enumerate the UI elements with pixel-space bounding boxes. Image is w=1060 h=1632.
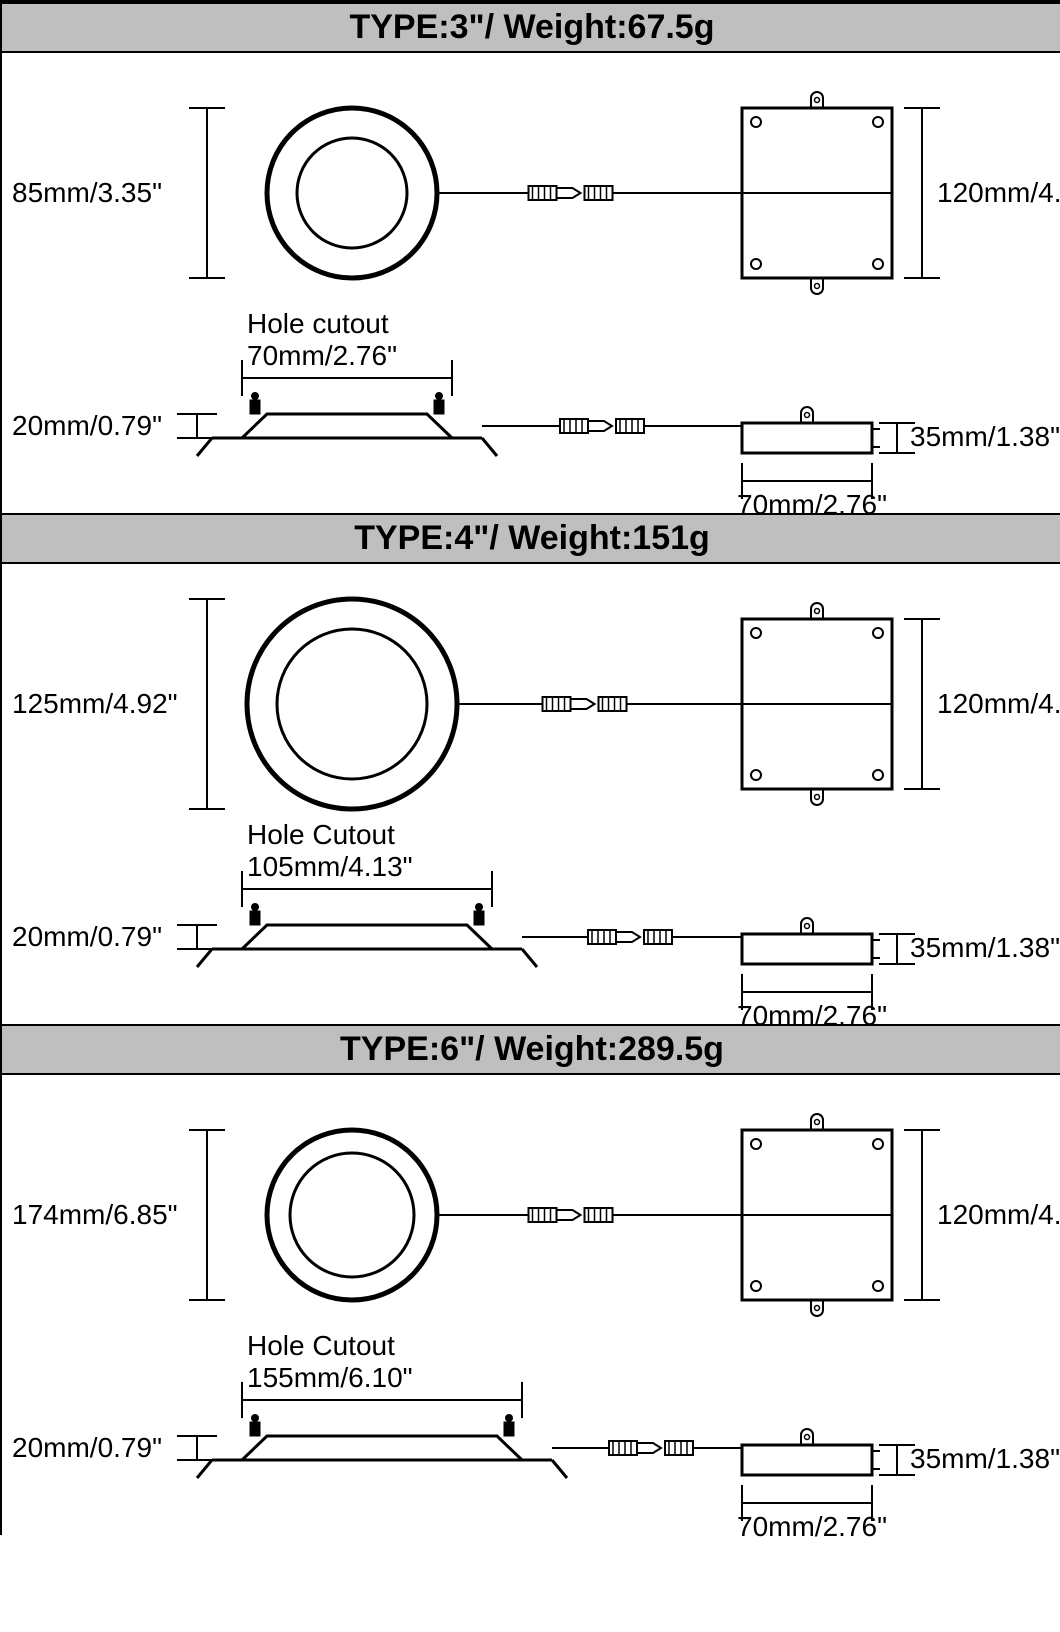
hole-cutout-title-2: Hole Cutout: [247, 1330, 395, 1362]
thickness-label-0: 20mm/0.79": [12, 410, 162, 442]
side-box-w-label-1: 70mm/2.76": [737, 1000, 887, 1032]
side-box-h-label-2: 35mm/1.38": [910, 1443, 1060, 1475]
hole-cutout-label-2: 155mm/6.10": [247, 1362, 413, 1394]
diameter-label-0: 85mm/3.35": [12, 177, 162, 209]
type-header-2: TYPE:6"/ Weight:289.5g: [2, 1024, 1060, 1075]
side-box-w-label-0: 70mm/2.76": [737, 489, 887, 521]
type-section-2: 174mm/6.85" 120mm/4.72" Hole Cutout155mm/6…: [2, 1075, 1060, 1535]
hole-cutout-label-1: 105mm/4.13": [247, 851, 413, 883]
diameter-label-1: 125mm/4.92": [12, 688, 178, 720]
thickness-label-2: 20mm/0.79": [12, 1432, 162, 1464]
side-box-w-label-2: 70mm/2.76": [737, 1511, 887, 1543]
type-header-1: TYPE:4"/ Weight:151g: [2, 513, 1060, 564]
thickness-label-1: 20mm/0.79": [12, 921, 162, 953]
side-box-h-label-0: 35mm/1.38": [910, 421, 1060, 453]
hole-cutout-title-0: Hole cutout: [247, 308, 389, 340]
type-section-1: 125mm/4.92" 120mm/4.72" Hole Cutout105mm/4…: [2, 564, 1060, 1024]
type-section-0: 85mm/3.35" 120mm/4.72" Hole cutout70mm/2.7…: [2, 53, 1060, 513]
hole-cutout-label-0: 70mm/2.76": [247, 340, 397, 372]
side-box-h-label-1: 35mm/1.38": [910, 932, 1060, 964]
type-header-0: TYPE:3"/ Weight:67.5g: [2, 2, 1060, 53]
box-height-label-2: 120mm/4.72": [937, 1199, 1060, 1231]
box-height-label-0: 120mm/4.72": [937, 177, 1060, 209]
hole-cutout-title-1: Hole Cutout: [247, 819, 395, 851]
box-height-label-1: 120mm/4.72": [937, 688, 1060, 720]
diameter-label-2: 174mm/6.85": [12, 1199, 178, 1231]
